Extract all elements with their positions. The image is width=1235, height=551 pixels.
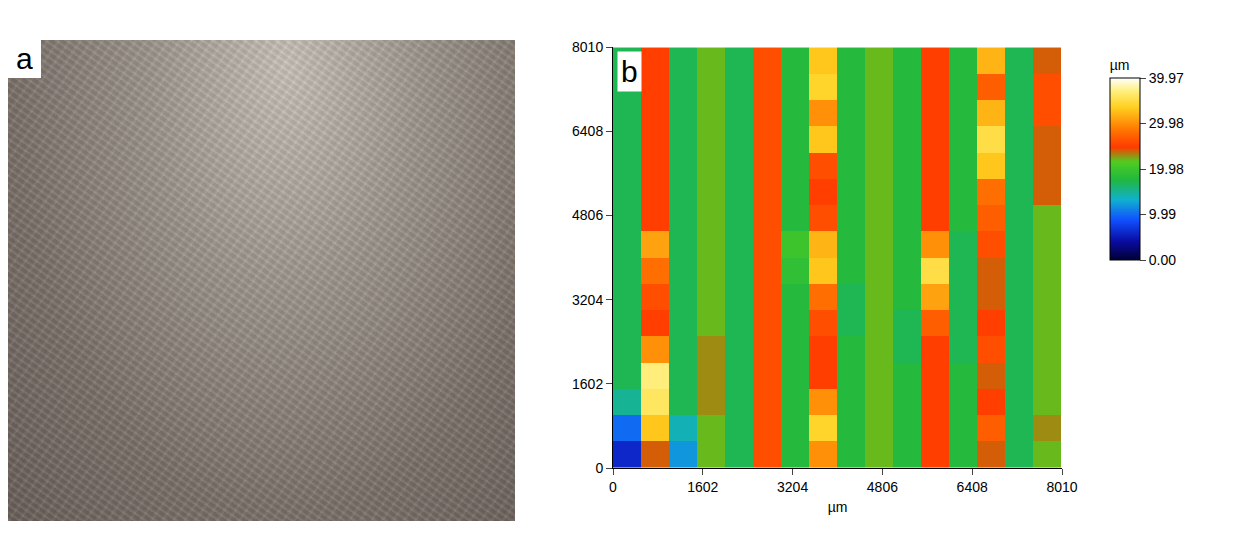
- svg-text:19.98: 19.98: [1149, 161, 1184, 177]
- svg-text:1602: 1602: [572, 376, 603, 392]
- svg-text:6408: 6408: [572, 123, 603, 139]
- svg-text:4806: 4806: [572, 207, 603, 223]
- svg-text:3204: 3204: [572, 292, 603, 308]
- svg-text:8010: 8010: [1046, 479, 1077, 495]
- svg-text:29.98: 29.98: [1149, 115, 1184, 131]
- svg-text:µm: µm: [1110, 57, 1130, 73]
- svg-text:8010: 8010: [572, 39, 603, 55]
- svg-text:µm: µm: [828, 499, 848, 515]
- svg-text:3204: 3204: [777, 479, 808, 495]
- svg-text:0: 0: [609, 479, 617, 495]
- svg-text:4806: 4806: [867, 479, 898, 495]
- svg-text:6408: 6408: [957, 479, 988, 495]
- svg-text:0: 0: [595, 460, 603, 476]
- svg-text:0.00: 0.00: [1149, 252, 1176, 268]
- svg-text:b: b: [621, 55, 638, 88]
- svg-text:1602: 1602: [687, 479, 718, 495]
- svg-text:9.99: 9.99: [1149, 206, 1176, 222]
- svg-text:39.97: 39.97: [1149, 70, 1184, 86]
- html-text:a: a: [16, 42, 33, 75]
